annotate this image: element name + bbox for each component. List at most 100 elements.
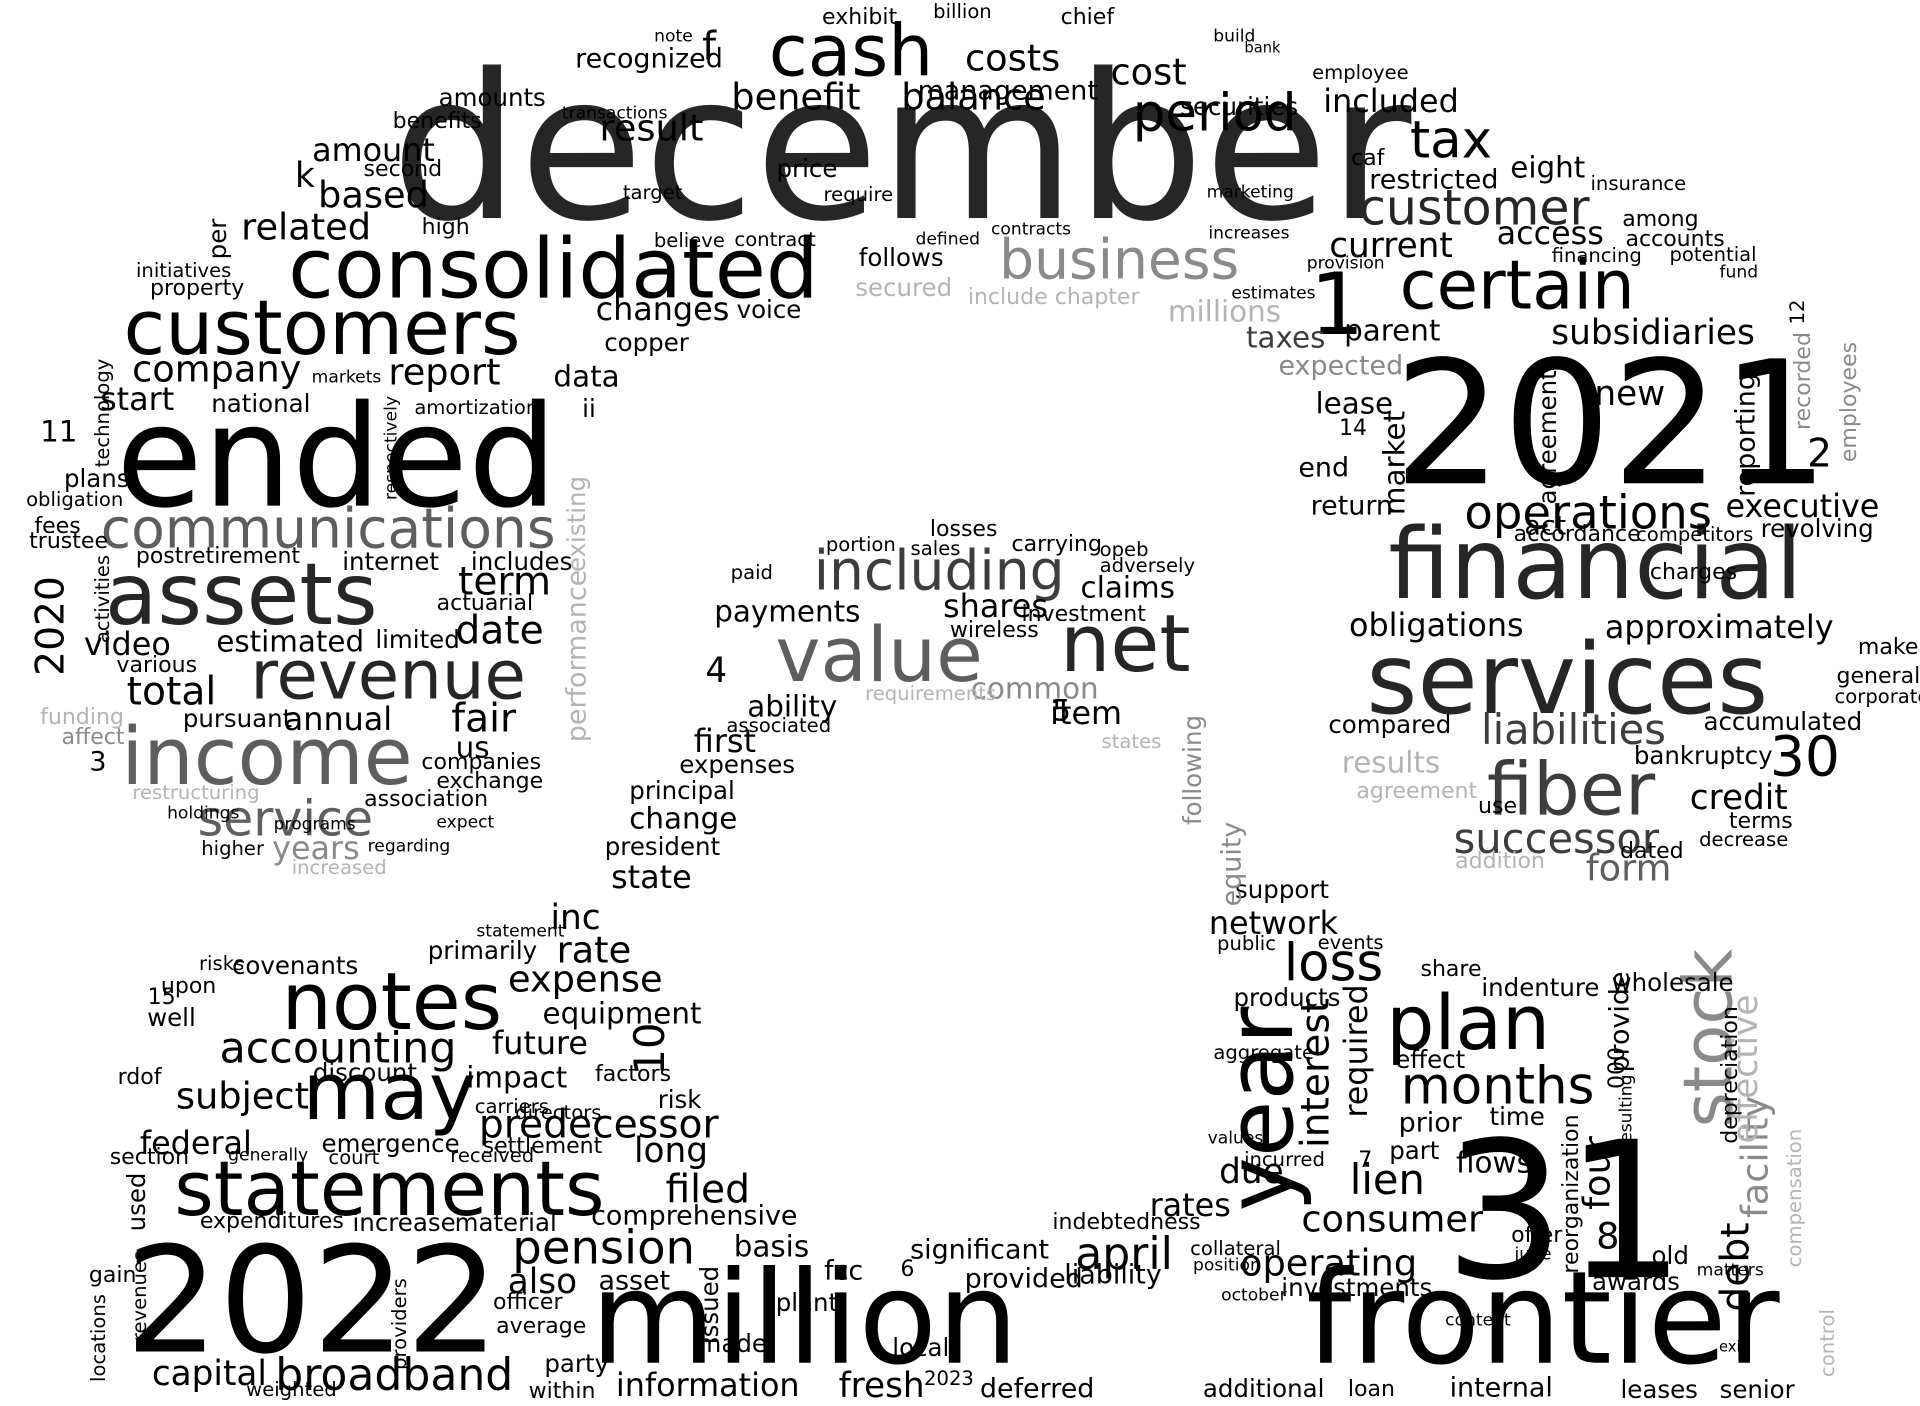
word-support: support	[1235, 874, 1330, 904]
word-content: content	[1445, 1310, 1511, 1331]
word-performance: performance	[561, 570, 593, 743]
word-5: 5	[1052, 693, 1071, 728]
word-rate: rate	[556, 929, 632, 973]
word-upon: upon	[160, 973, 217, 999]
word-value: value	[775, 611, 983, 700]
word-expected: expected	[1278, 350, 1404, 382]
word-flows: flows	[1455, 1145, 1532, 1180]
word-exit: exit	[1718, 1338, 1747, 1356]
word-depreciation: depreciation	[1718, 1006, 1744, 1144]
word-factors: factors	[595, 1062, 672, 1088]
word-price: price	[776, 153, 838, 183]
word-competitors: competitors	[1636, 523, 1754, 547]
word-higher: higher	[201, 836, 265, 860]
word-programs: programs	[273, 814, 356, 835]
word-ii: ii	[582, 393, 596, 423]
word-caf: caf	[1351, 146, 1385, 172]
word-providers: providers	[388, 1277, 412, 1370]
word-limited: limited	[375, 625, 460, 655]
word-required: required	[1336, 983, 1375, 1118]
word-pursuant: pursuant	[182, 703, 293, 733]
word-requirements: requirements	[865, 682, 997, 706]
word-president: president	[604, 832, 721, 862]
word-bankruptcy: bankruptcy	[1633, 740, 1773, 770]
word-exchange: exchange	[436, 769, 544, 795]
word-companies: companies	[421, 749, 542, 775]
word-f: f	[702, 23, 716, 69]
word-internet: internet	[342, 546, 439, 576]
word-states: states	[1101, 730, 1162, 754]
word-ended: ended	[116, 375, 558, 540]
word-asset: asset	[598, 1265, 671, 1297]
word-regarding: regarding	[367, 836, 451, 857]
word-1: 1	[1309, 255, 1365, 356]
word-6: 6	[900, 1256, 915, 1282]
word-000: 000	[1604, 1046, 1630, 1089]
word-wireless: wireless	[949, 617, 1039, 643]
word-2020: 2020	[28, 575, 74, 676]
word-also: also	[507, 1261, 578, 1302]
word-including: including	[813, 538, 1065, 603]
word-additional: additional	[1202, 1373, 1325, 1403]
word-follows: follows	[858, 243, 944, 273]
word-per: per	[202, 218, 232, 260]
word-service: service	[197, 790, 374, 848]
word-result: result	[599, 106, 704, 150]
word-insurance: insurance	[1590, 171, 1687, 195]
word-tax: tax	[1409, 110, 1493, 171]
word-adversely: adversely	[1099, 553, 1196, 577]
word-30: 30	[1769, 724, 1840, 789]
word-employees: employees	[1837, 341, 1863, 462]
word-company: company	[132, 347, 302, 391]
word-2023: 2023	[924, 1366, 974, 1390]
word-operating: operating	[1239, 1241, 1418, 1285]
word-financial: financial	[1388, 507, 1803, 622]
word-capital: capital	[151, 1353, 267, 1394]
word-indenture: indenture	[1481, 972, 1600, 1002]
word-decrease: decrease	[1699, 828, 1789, 852]
word-accumulated: accumulated	[1703, 707, 1863, 737]
word-fund: fund	[1719, 262, 1759, 283]
word-made: made	[697, 1329, 767, 1359]
word-fair: fair	[451, 696, 517, 742]
word-officer: officer	[492, 1289, 563, 1315]
word-internal: internal	[1449, 1372, 1553, 1404]
word-loss: loss	[1283, 932, 1384, 993]
word-increased: increased	[291, 856, 387, 880]
word-basis: basis	[733, 1228, 810, 1263]
word-received: received	[450, 1144, 535, 1168]
word-network: network	[1208, 904, 1339, 943]
word-charges: charges	[1649, 560, 1738, 586]
word-old: old	[1651, 1241, 1689, 1271]
word-us: us	[455, 730, 490, 765]
word-copper: copper	[604, 327, 689, 357]
word-rdof: rdof	[117, 1064, 162, 1090]
word-pension: pension	[512, 1220, 696, 1275]
word-parent: parent	[1344, 312, 1441, 347]
word-addition: addition	[1455, 849, 1545, 875]
word-months: months	[1400, 1056, 1595, 1117]
word-term: term	[457, 559, 552, 605]
word-matters: matters	[1696, 1260, 1764, 1281]
word-k: k	[294, 156, 315, 197]
word-public: public	[1217, 932, 1276, 956]
word-sales: sales	[910, 536, 961, 560]
word-senior: senior	[1719, 1374, 1795, 1404]
word-securities: securities	[1180, 91, 1299, 121]
word-comprehensive: comprehensive	[591, 1200, 798, 1232]
word-start: start	[100, 380, 175, 419]
word-respectively: respectively	[381, 396, 402, 501]
word-rates: rates	[1149, 1186, 1231, 1225]
word-local: local	[892, 1332, 950, 1362]
word-deferred: deferred	[979, 1373, 1095, 1405]
word-second: second	[363, 157, 443, 183]
word-collateral: collateral	[1190, 1237, 1281, 1261]
word-values: values	[1207, 1128, 1264, 1149]
word-increase: increase	[352, 1208, 456, 1238]
word-benefits: benefits	[392, 109, 482, 135]
word-accounting: accounting	[219, 1023, 457, 1074]
word-reorganization: reorganization	[1559, 1114, 1585, 1274]
word-december: december	[391, 30, 1412, 267]
word-customers: customers	[123, 284, 521, 373]
word-years: years	[272, 828, 360, 867]
